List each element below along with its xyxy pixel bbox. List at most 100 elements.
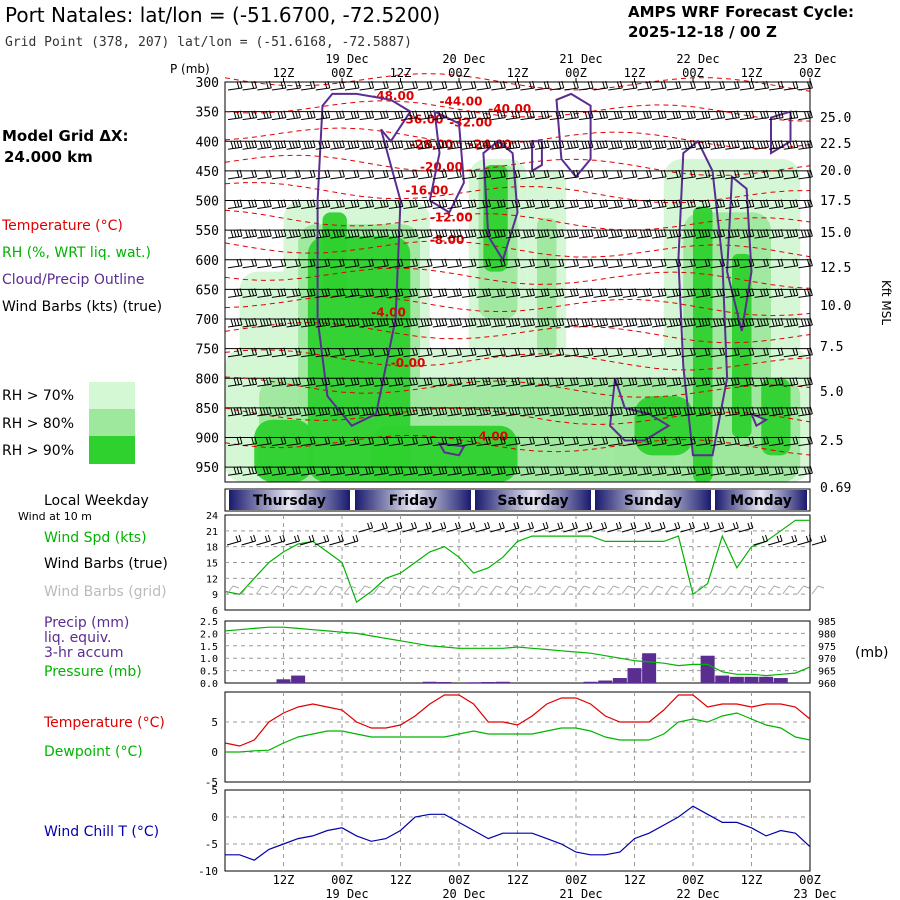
wind-barb-feather xyxy=(634,436,638,444)
wind-barb-staff xyxy=(622,265,637,269)
temperature-label: Temperature (°C) xyxy=(43,715,165,731)
surface-barb-feather xyxy=(235,535,239,543)
wind-barb-feather xyxy=(532,347,535,355)
wind-barb-feather xyxy=(763,199,766,208)
wind-barb-feather xyxy=(233,318,237,326)
wind-barb-feather xyxy=(239,169,243,178)
wind-barb xyxy=(374,347,389,358)
wind-barb-feather xyxy=(733,288,737,296)
wind-barb-feather xyxy=(236,140,240,148)
cloud-outline xyxy=(316,92,412,427)
wind-barb-feather xyxy=(763,81,766,89)
wind-barb-staff xyxy=(227,472,243,476)
wind-barb-feather xyxy=(555,229,559,238)
wind-barb-staff xyxy=(476,117,491,121)
wind-barb-staff xyxy=(520,354,535,358)
wind-barb-feather xyxy=(561,288,565,296)
wind-barb-feather xyxy=(707,169,711,178)
pressure-tick-label: 550 xyxy=(196,224,219,239)
wind-barb-staff xyxy=(461,443,477,447)
wind-barb-feather xyxy=(341,228,345,237)
wind-barb-feather xyxy=(537,407,541,416)
wind-barb xyxy=(754,258,769,269)
wind-barb-feather xyxy=(660,288,664,296)
wind-barb-staff xyxy=(520,117,535,121)
top-time-tick: 12Z xyxy=(624,66,646,80)
wind-barb-feather xyxy=(385,377,389,385)
wind-barb-feather xyxy=(748,140,752,148)
wind-barb xyxy=(739,317,755,328)
wind-barb-feather xyxy=(499,140,503,148)
wind-barb-feather xyxy=(327,228,331,237)
wind-barb-staff xyxy=(637,383,652,387)
wind-barb xyxy=(666,466,682,476)
wind-barb xyxy=(520,347,535,358)
grid-barb-feather xyxy=(656,585,664,589)
wind-barb xyxy=(257,140,272,150)
wind-barb-feather xyxy=(722,140,726,148)
wind-barb-feather xyxy=(529,170,532,178)
wind-barb-feather xyxy=(382,229,386,237)
wind-barb-feather xyxy=(596,230,600,238)
wind-barb xyxy=(754,140,769,150)
wind-barb xyxy=(388,406,404,417)
wind-barb-feather xyxy=(540,200,544,208)
wind-barb-feather xyxy=(806,199,810,208)
wind-barb-feather xyxy=(441,407,445,415)
wind-barb-feather xyxy=(324,318,328,326)
wind-barb-feather xyxy=(277,229,281,238)
wind-barb-feather xyxy=(496,200,500,208)
wind-barb-feather xyxy=(774,111,778,119)
pressure-tick-label: 350 xyxy=(196,106,219,121)
surface-barb-feather xyxy=(779,534,783,542)
wind-barb-feather xyxy=(616,110,620,119)
wind-barb-staff xyxy=(725,324,740,328)
height-tick-label: 15.0 xyxy=(820,226,851,241)
wind-barb-feather xyxy=(628,466,632,475)
wind-barb xyxy=(447,288,462,298)
surface-wind-barb xyxy=(285,534,300,546)
surface-barb-feather xyxy=(545,521,549,529)
wind-barb-staff xyxy=(695,176,711,180)
bottom-time-tick: 00Z xyxy=(799,873,821,887)
surface-barb-feather xyxy=(411,522,414,530)
wind-barb-staff xyxy=(242,176,257,180)
wind-barb xyxy=(652,377,667,387)
wind-barb-feather xyxy=(558,318,562,326)
wind-barb xyxy=(535,406,550,417)
grid-barb-feather xyxy=(715,585,722,589)
wind-barb xyxy=(359,377,375,387)
wind-barb-feather xyxy=(485,170,489,178)
wind-barb-staff xyxy=(754,443,769,447)
wind-barb xyxy=(315,199,331,209)
wind-barb-feather xyxy=(303,319,307,327)
wind-barb-staff xyxy=(754,117,769,121)
wind-barb-feather xyxy=(289,141,292,149)
wind-barb-staff xyxy=(608,235,623,239)
wind-barb-feather xyxy=(230,141,234,149)
wind-barb xyxy=(315,466,331,476)
grid-barb-staff xyxy=(753,585,760,595)
wind-barb-staff xyxy=(549,176,564,180)
surface-barb-feather xyxy=(396,522,400,530)
wind-barb xyxy=(564,258,579,269)
wind-barb-feather xyxy=(780,110,784,118)
wind-barb xyxy=(286,406,301,417)
wind-barb xyxy=(681,466,696,476)
windchill-label: Wind Chill T (°C) xyxy=(44,824,159,840)
wind-barb-staff xyxy=(271,354,286,358)
wind-barb xyxy=(388,317,404,328)
wind-barb xyxy=(257,377,272,387)
wind-barb-feather xyxy=(558,466,562,474)
wind-barb-staff xyxy=(388,206,403,209)
surface-barb-feather xyxy=(238,534,242,542)
wind-barb-feather xyxy=(514,318,518,326)
wind-barb-feather xyxy=(587,466,591,474)
wind-barb-feather xyxy=(572,81,576,89)
wind-barb-feather xyxy=(262,466,266,475)
wind-barb-staff xyxy=(681,443,696,447)
wind-barb-feather xyxy=(751,466,755,474)
wind-barb xyxy=(564,406,579,417)
grid-wind-barb xyxy=(767,585,781,595)
wind-barb-feather xyxy=(353,140,357,148)
